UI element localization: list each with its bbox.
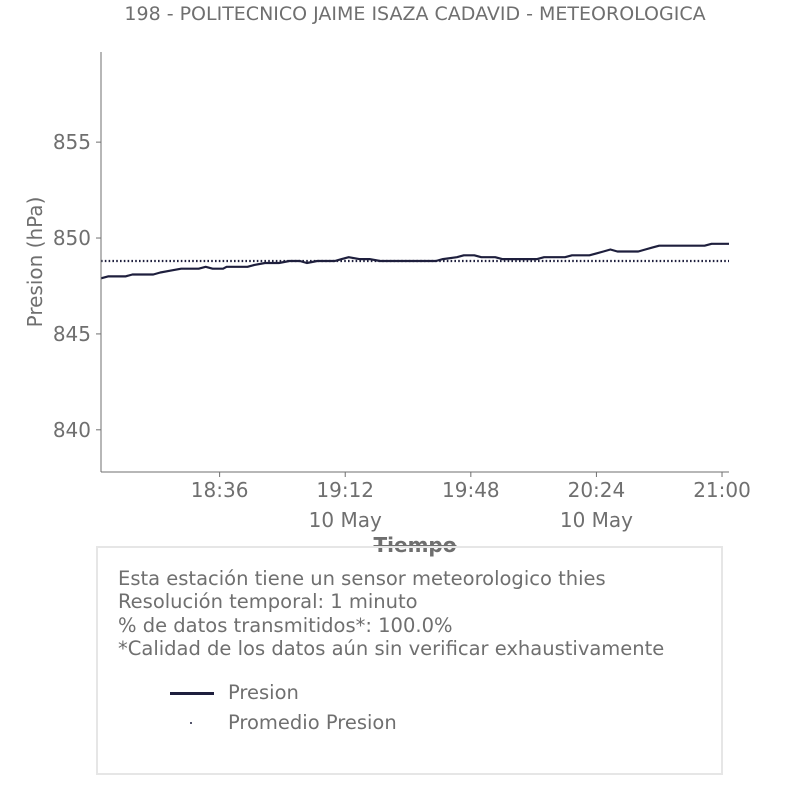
legend-solid-line-swatch <box>170 692 214 695</box>
legend-label: Promedio Presion <box>228 711 397 734</box>
legend-item-presion: Presion <box>168 681 468 711</box>
x-tick-date-label: 10 May <box>560 508 633 532</box>
info-line-sensor: Esta estación tiene un sensor meteorolog… <box>118 567 606 590</box>
x-axis-ticks: 18:36 19:12 10 May 19:48 20:24 10 May 21:00 <box>191 472 751 532</box>
y-tick-label: 850 <box>53 226 91 250</box>
y-axis-ticks: 840 845 850 855 <box>53 130 101 442</box>
y-tick-label: 840 <box>53 418 91 442</box>
station-info: Esta estación tiene un sensor meteorolog… <box>118 567 664 660</box>
info-line-resolution: Resolución temporal: 1 minuto <box>118 590 418 614</box>
chart-legend: Presion Promedio Presion <box>168 681 468 741</box>
x-tick-label: 21:00 <box>693 478 751 502</box>
info-box: Esta estación tiene un sensor meteorolog… <box>96 546 723 775</box>
legend-dot-swatch <box>190 722 192 724</box>
legend-label: Presion <box>228 681 299 704</box>
x-axis-label: Tiempo <box>373 533 457 557</box>
y-tick-label: 855 <box>53 130 91 154</box>
info-line-quality: *Calidad de los datos aún sin verificar … <box>118 636 665 660</box>
x-tick-label: 19:12 <box>316 478 374 502</box>
x-tick-label: 20:24 <box>568 478 626 502</box>
y-axis-label: Presion (hPa) <box>23 197 47 328</box>
x-tick-label: 19:48 <box>442 478 500 502</box>
x-tick-date-label: 10 May <box>309 508 382 532</box>
pressure-line <box>100 242 729 280</box>
chart-title: 198 - POLITECNICO JAIME ISAZA CADAVID - … <box>124 3 706 25</box>
info-line-transmitted: % de datos transmitidos*: 100.0% <box>118 613 453 637</box>
x-tick-label: 18:36 <box>191 478 249 502</box>
legend-item-promedio-presion: Promedio Presion <box>168 711 468 741</box>
y-tick-label: 845 <box>53 322 91 346</box>
series-lines <box>100 242 729 280</box>
